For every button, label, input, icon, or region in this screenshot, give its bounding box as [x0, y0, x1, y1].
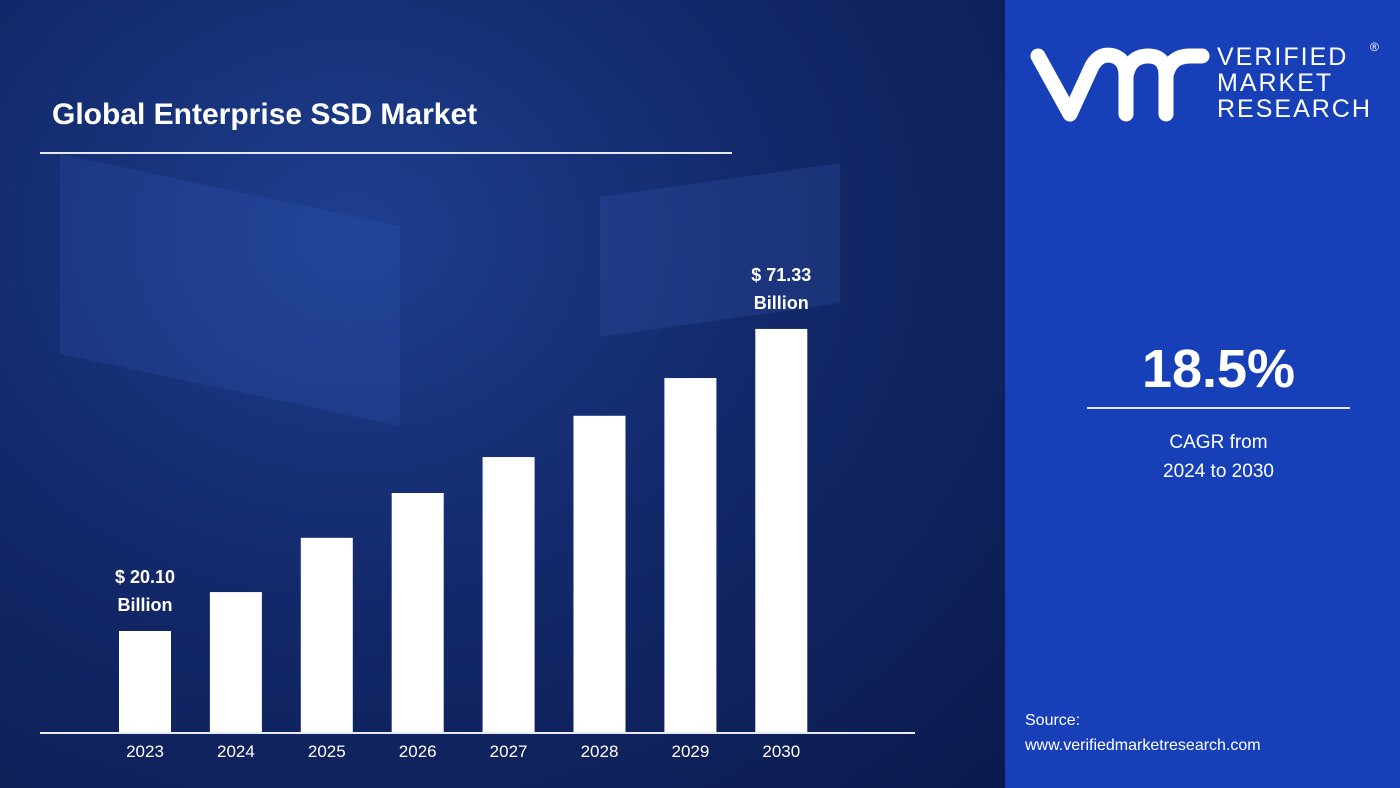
x-tick-label: 2028: [581, 742, 619, 761]
bar-2026: [391, 493, 444, 733]
bar-2028: [573, 415, 626, 733]
cagr-divider: [1087, 407, 1350, 409]
brand-name: VERIFIED MARKET RESEARCH: [1217, 44, 1372, 122]
data-label: $ 71.33: [751, 265, 811, 285]
x-tick-label: 2029: [671, 742, 709, 761]
bar-2029: [664, 378, 717, 733]
source-label: Source:: [1025, 712, 1081, 729]
registered-mark: ®: [1370, 40, 1379, 54]
vmr-logo-icon: [1030, 47, 1210, 122]
bar-2023: [119, 630, 171, 733]
cagr-label: CAGR from 2024 to 2030: [1087, 428, 1350, 486]
data-label: $ 20.10: [115, 567, 175, 587]
chart-title: Global Enterprise SSD Market: [52, 98, 478, 131]
x-tick-label: 2023: [126, 742, 164, 761]
bar-2027: [482, 457, 535, 733]
cagr-value: 18.5%: [1141, 339, 1296, 399]
brand-line-3: RESEARCH: [1217, 95, 1372, 123]
source-url[interactable]: www.verifiedmarketresearch.com: [1025, 737, 1261, 754]
brand-line-2: MARKET: [1217, 69, 1334, 97]
bar-2025: [300, 537, 353, 733]
x-tick-label: 2030: [762, 742, 800, 761]
info-panel: [1005, 0, 1400, 788]
data-label: Billion: [118, 595, 173, 615]
x-tick-label: 2024: [217, 742, 255, 761]
cagr-label-line-1: CAGR from: [1169, 432, 1268, 453]
brand-line-1: VERIFIED: [1217, 43, 1349, 71]
x-tick-label: 2025: [308, 742, 346, 761]
source: Source: www.verifiedmarketresearch.com: [1025, 708, 1261, 758]
bar-2030: [755, 328, 808, 733]
data-label: Billion: [754, 293, 809, 313]
x-tick-label: 2026: [399, 742, 437, 761]
cagr-label-line-2: 2024 to 2030: [1163, 461, 1274, 482]
bar-chart: 2023 $ 20.10 Billion 2024 2025 2026 2027 2028 20…: [40, 265, 915, 761]
title-divider: [40, 152, 732, 154]
x-tick-label: 2027: [490, 742, 528, 761]
bar-2024: [209, 592, 262, 733]
